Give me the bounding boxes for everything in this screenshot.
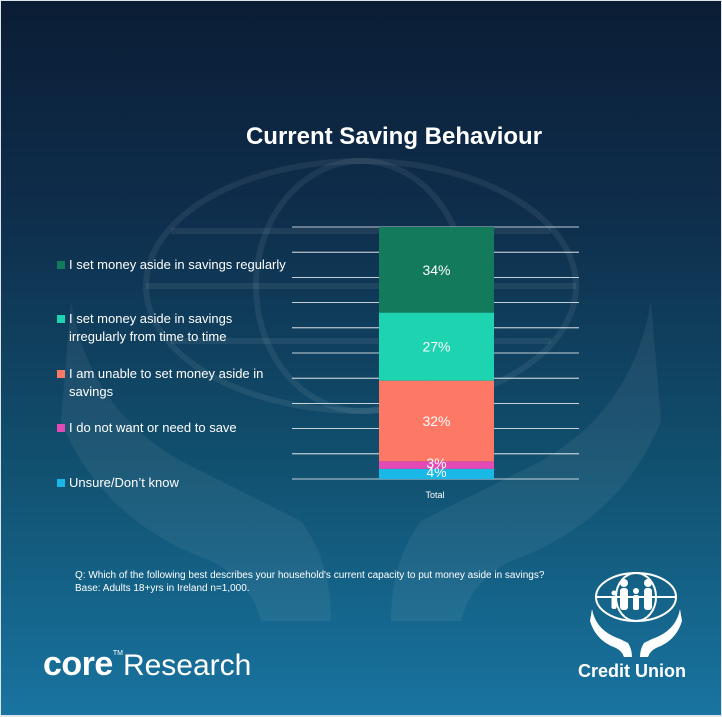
bar-data-labels: 34% 27% 32% 3%4% [422, 262, 450, 480]
legend-item-unable: I am unable to set money aside in saving… [57, 365, 287, 401]
question-text: Q: Which of the following best describes… [75, 570, 545, 581]
credit-union-wordmark: Credit Union [578, 661, 686, 681]
bar-segment-irregularly [379, 312, 494, 381]
x-tick-label-total: Total [425, 490, 444, 500]
bar-label-regularly: 34% [422, 262, 450, 278]
base-text: Base: Adults 18+yrs in Ireland n=1,000. [75, 583, 250, 594]
legend-label: I set money aside in savings regularly [69, 257, 286, 272]
core-logo-bold: core [43, 645, 113, 683]
bar-segment-not-want [379, 461, 494, 469]
bar-label-irregularly: 27% [422, 339, 450, 355]
legend-item-regularly: I set money aside in savings regularly [57, 256, 287, 274]
bar-segment-regularly [379, 227, 494, 313]
legend-label: I am unable to set money aside in saving… [69, 366, 264, 399]
legend-swatch [57, 261, 65, 269]
bar-label-unable: 32% [422, 413, 450, 429]
bar-label-not-want: 3% [426, 455, 446, 471]
credit-union-emblem-icon [590, 572, 682, 657]
core-research-logo: coreTMResearch [43, 645, 251, 684]
legend-item-irregularly: I set money aside in savings irregularly… [57, 310, 287, 346]
bar-segment-unable [379, 380, 494, 462]
legend-label: Unsure/Don’t know [69, 475, 179, 490]
legend-swatch [57, 370, 65, 378]
chart-title: Current Saving Behaviour [245, 123, 543, 150]
legend-swatch [57, 479, 65, 487]
legend-label: I set money aside in savings irregularly… [69, 311, 233, 344]
bar-label-unsure: 4% [426, 464, 446, 480]
legend-swatch [57, 424, 65, 432]
legend-swatch [57, 315, 65, 323]
survey-footnote: Q: Which of the following best describes… [75, 569, 635, 595]
legend-label: I do not want or need to save [69, 420, 237, 435]
legend-item-not-want: I do not want or need to save [57, 419, 287, 437]
bar-segment-unsure [379, 468, 494, 479]
legend-item-unsure: Unsure/Don’t know [57, 474, 287, 492]
core-logo-research: Research [122, 649, 252, 682]
bar-segments [379, 227, 494, 479]
core-logo-tm: TM [112, 650, 123, 657]
